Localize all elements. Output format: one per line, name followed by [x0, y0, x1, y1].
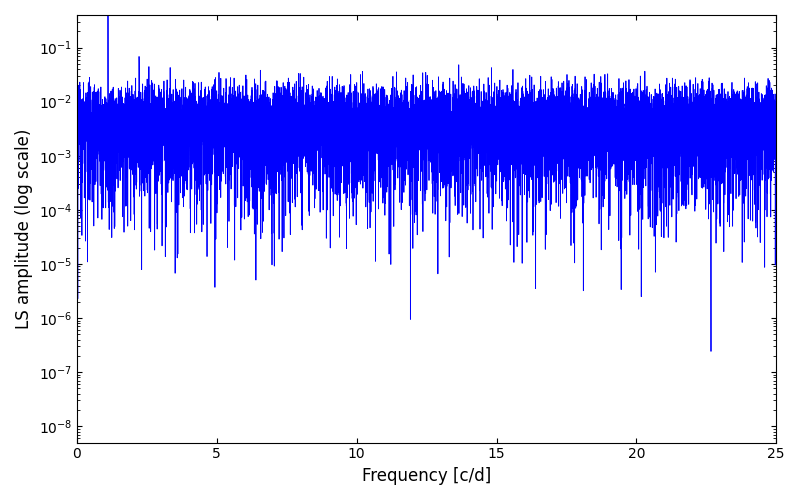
- Y-axis label: LS amplitude (log scale): LS amplitude (log scale): [15, 128, 33, 329]
- X-axis label: Frequency [c/d]: Frequency [c/d]: [362, 467, 491, 485]
